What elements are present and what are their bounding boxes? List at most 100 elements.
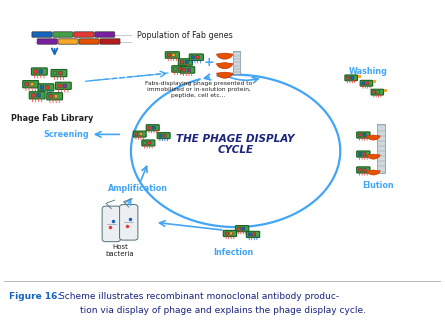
FancyBboxPatch shape [135, 133, 138, 135]
FancyBboxPatch shape [102, 206, 121, 242]
FancyBboxPatch shape [182, 68, 186, 72]
Text: tion via display of phage and explains the phage display cycle.: tion via display of phage and explains t… [80, 306, 365, 315]
FancyBboxPatch shape [373, 91, 376, 94]
FancyBboxPatch shape [235, 226, 249, 232]
FancyBboxPatch shape [172, 66, 186, 72]
FancyBboxPatch shape [25, 82, 28, 86]
Wedge shape [367, 154, 380, 159]
FancyBboxPatch shape [49, 95, 53, 98]
FancyBboxPatch shape [159, 134, 162, 137]
Wedge shape [367, 170, 380, 175]
FancyBboxPatch shape [223, 230, 237, 237]
FancyBboxPatch shape [253, 233, 256, 236]
FancyBboxPatch shape [357, 167, 370, 173]
FancyBboxPatch shape [139, 133, 142, 135]
FancyBboxPatch shape [242, 227, 245, 230]
FancyBboxPatch shape [230, 232, 233, 235]
FancyBboxPatch shape [363, 168, 366, 171]
Text: Phage Fab Library: Phage Fab Library [11, 114, 93, 123]
FancyBboxPatch shape [148, 126, 151, 129]
FancyBboxPatch shape [233, 51, 240, 74]
FancyBboxPatch shape [377, 124, 385, 173]
FancyBboxPatch shape [74, 32, 94, 37]
FancyBboxPatch shape [187, 68, 190, 72]
Text: Infection: Infection [213, 249, 254, 257]
FancyBboxPatch shape [157, 133, 170, 139]
FancyBboxPatch shape [31, 94, 35, 97]
FancyBboxPatch shape [133, 131, 146, 137]
Wedge shape [217, 63, 233, 69]
FancyBboxPatch shape [180, 60, 184, 64]
FancyBboxPatch shape [345, 75, 357, 81]
FancyBboxPatch shape [146, 125, 159, 131]
FancyBboxPatch shape [357, 132, 370, 138]
FancyBboxPatch shape [347, 76, 350, 79]
Text: Figure 16:: Figure 16: [9, 292, 61, 301]
FancyBboxPatch shape [53, 71, 57, 75]
FancyBboxPatch shape [95, 32, 115, 37]
FancyBboxPatch shape [359, 133, 362, 136]
FancyBboxPatch shape [247, 231, 260, 237]
FancyBboxPatch shape [57, 84, 61, 87]
FancyBboxPatch shape [363, 153, 366, 156]
FancyBboxPatch shape [144, 142, 147, 145]
Text: Scheme illustrates recombinant monoclonal antibody produc-: Scheme illustrates recombinant monoclona… [59, 292, 339, 301]
Wedge shape [217, 53, 233, 59]
FancyBboxPatch shape [56, 82, 71, 89]
FancyBboxPatch shape [58, 39, 78, 44]
Text: Fabs-displaying phage presented to
immobilized or in-solution protein,
peptide, : Fabs-displaying phage presented to immob… [145, 81, 252, 98]
FancyBboxPatch shape [377, 91, 380, 94]
FancyBboxPatch shape [163, 134, 166, 137]
FancyBboxPatch shape [357, 151, 370, 157]
FancyBboxPatch shape [32, 68, 47, 75]
Text: THE PHAGE DISPLAY
CYCLE: THE PHAGE DISPLAY CYCLE [176, 134, 295, 155]
FancyBboxPatch shape [196, 56, 199, 59]
Text: Washing: Washing [349, 67, 388, 76]
FancyBboxPatch shape [152, 126, 155, 129]
FancyBboxPatch shape [45, 86, 49, 89]
FancyBboxPatch shape [167, 53, 170, 57]
Text: Host
bacteria: Host bacteria [106, 244, 134, 257]
FancyBboxPatch shape [362, 82, 365, 85]
FancyBboxPatch shape [237, 227, 240, 230]
FancyBboxPatch shape [23, 81, 39, 88]
FancyBboxPatch shape [120, 204, 138, 240]
FancyBboxPatch shape [63, 84, 67, 87]
FancyBboxPatch shape [225, 232, 228, 235]
Text: +: + [203, 56, 214, 69]
FancyBboxPatch shape [363, 133, 366, 136]
FancyBboxPatch shape [178, 67, 182, 71]
FancyBboxPatch shape [371, 89, 384, 95]
FancyBboxPatch shape [37, 39, 57, 44]
Text: Population of Fab genes: Population of Fab genes [138, 31, 233, 40]
FancyBboxPatch shape [53, 32, 73, 37]
FancyBboxPatch shape [181, 67, 195, 73]
FancyBboxPatch shape [185, 60, 188, 64]
FancyBboxPatch shape [359, 168, 362, 171]
FancyBboxPatch shape [40, 86, 44, 89]
FancyBboxPatch shape [39, 70, 43, 73]
FancyBboxPatch shape [189, 54, 203, 61]
Text: Screening: Screening [44, 130, 89, 139]
FancyBboxPatch shape [359, 153, 362, 156]
FancyBboxPatch shape [148, 142, 151, 145]
FancyBboxPatch shape [38, 84, 54, 91]
Text: Elution: Elution [362, 181, 394, 190]
FancyBboxPatch shape [54, 95, 58, 98]
FancyBboxPatch shape [51, 69, 67, 77]
FancyBboxPatch shape [79, 39, 99, 44]
FancyBboxPatch shape [59, 71, 62, 75]
FancyBboxPatch shape [172, 53, 175, 57]
FancyBboxPatch shape [248, 233, 251, 236]
FancyBboxPatch shape [32, 32, 52, 37]
Wedge shape [367, 135, 380, 140]
FancyBboxPatch shape [360, 80, 372, 86]
Wedge shape [217, 72, 233, 78]
FancyBboxPatch shape [37, 94, 40, 97]
FancyBboxPatch shape [165, 52, 179, 58]
FancyBboxPatch shape [100, 39, 120, 44]
FancyBboxPatch shape [351, 76, 354, 79]
FancyBboxPatch shape [47, 93, 62, 100]
FancyBboxPatch shape [29, 92, 45, 99]
Text: Amplification: Amplification [107, 184, 167, 193]
